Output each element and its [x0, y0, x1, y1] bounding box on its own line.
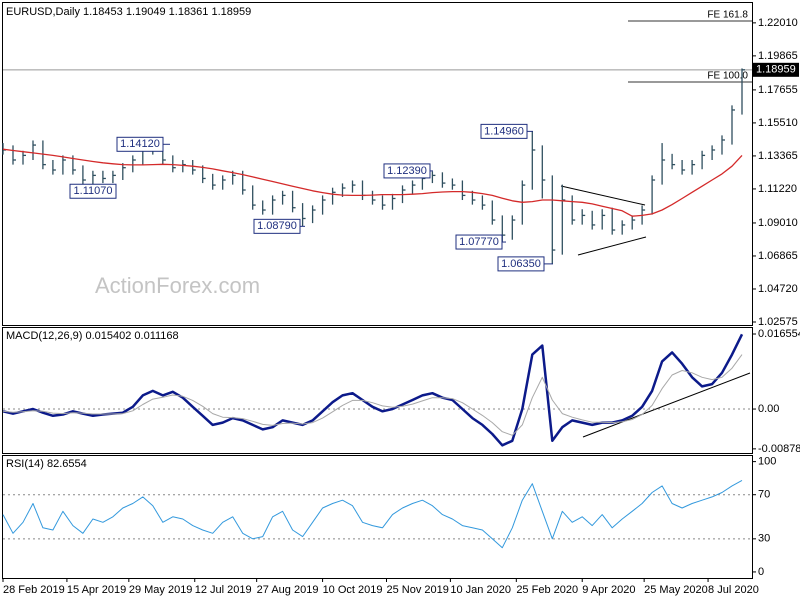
level-label: 1.06350	[501, 258, 541, 270]
x-tick-label: 25 May 2020	[644, 584, 708, 596]
y-tick-label: 1.04720	[758, 283, 798, 295]
y-tick-label: 1.06865	[758, 250, 798, 262]
x-tick-label: 25 Nov 2019	[386, 584, 448, 596]
y-tick-label: 70	[758, 489, 770, 501]
macd-panel	[2, 327, 753, 454]
y-tick-label: 100	[758, 456, 776, 468]
x-tick-label: 10 Oct 2019	[323, 584, 383, 596]
fe-label: FE 100.0	[707, 71, 748, 82]
panel-title: MACD(12,26,9) 0.015402 0.011168	[6, 330, 179, 342]
last-price-box	[753, 62, 799, 77]
x-tick-label: 28 Feb 2019	[3, 584, 65, 596]
panel-title: RSI(14) 82.6554	[6, 458, 87, 470]
x-tick-label: 9 Apr 2020	[582, 584, 635, 596]
y-tick-label: 1.02575	[758, 316, 798, 328]
watermark: ActionForex.com	[95, 273, 260, 298]
x-tick-label: 12 Jul 2019	[195, 584, 252, 596]
moving-average	[2, 148, 743, 217]
level-label: 1.11070	[74, 185, 113, 197]
indicator-line	[2, 479, 743, 549]
y-tick-label: 1.13365	[758, 150, 798, 162]
level-label: 1.07770	[459, 236, 499, 248]
y-tick-label: 1.11220	[758, 183, 797, 195]
y-tick-label: 1.15510	[758, 117, 798, 129]
x-tick-label: 8 Jul 2020	[708, 584, 759, 596]
level-box	[69, 183, 117, 199]
y-tick-label: 0	[758, 566, 764, 578]
triangle	[560, 185, 751, 438]
x-tick-label: 27 Aug 2019	[257, 584, 319, 596]
y-tick-label: 1.09010	[758, 217, 798, 229]
rsi-panel	[2, 455, 753, 579]
level-box	[480, 123, 528, 139]
y-tick-label: 0.016554	[758, 328, 800, 340]
level-label: 1.12390	[387, 165, 427, 177]
level-box	[253, 218, 301, 234]
y-tick-label: 1.19865	[758, 50, 798, 62]
level-label: 1.08790	[257, 220, 297, 232]
panel-title: EURUSD,Daily 1.18453 1.19049 1.18361 1.1…	[6, 6, 251, 18]
x-tick-label: 10 Jan 2020	[450, 584, 511, 596]
macd-trendline	[582, 372, 751, 438]
level-label: 1.14120	[120, 138, 160, 150]
x-tick-label: 29 May 2019	[129, 584, 193, 596]
level-box	[497, 256, 545, 272]
level-box	[383, 163, 431, 179]
y-tick-label: 1.17655	[758, 84, 798, 96]
level-box	[116, 136, 164, 152]
indicator-line	[2, 354, 743, 436]
level-box	[455, 234, 503, 250]
last-price-label: 1.18959	[756, 64, 796, 76]
level-label: 1.14960	[484, 125, 524, 137]
y-tick-label: 0.00	[758, 403, 779, 415]
price-panel	[2, 2, 753, 326]
y-tick-label: -0.008786	[758, 443, 800, 455]
triangle-lower	[577, 236, 647, 256]
y-tick-label: 30	[758, 533, 770, 545]
x-tick-label: 15 Apr 2019	[67, 584, 126, 596]
triangle-upper	[560, 185, 646, 206]
indicator-line	[2, 333, 744, 447]
y-tick-label: 1.22010	[758, 17, 798, 29]
fe-label: FE 161.8	[707, 10, 748, 21]
x-tick-label: 25 Feb 2020	[516, 584, 578, 596]
